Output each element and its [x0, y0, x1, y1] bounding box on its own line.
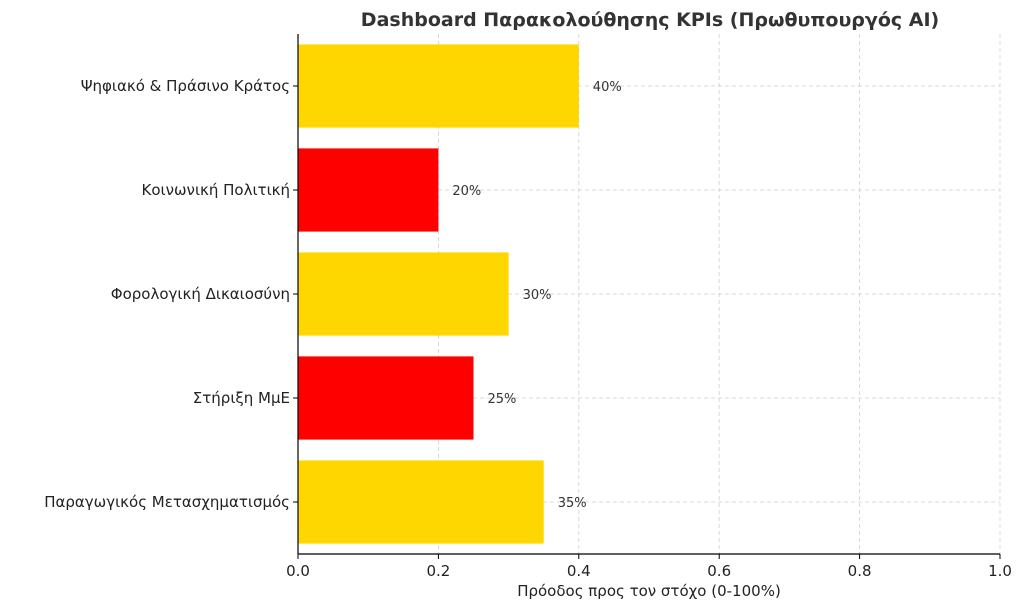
value-label: 40% [593, 80, 622, 95]
x-tick-label: 1.0 [988, 562, 1012, 580]
value-label: 35% [558, 496, 587, 511]
x-tick-labels: 0.0 0.2 0.4 0.6 0.8 1.0 [286, 85, 1012, 580]
value-labels: 40% 20% 30% 25% 35% [452, 80, 621, 511]
bar [298, 460, 544, 544]
x-tick-label: 0.6 [707, 562, 731, 580]
x-tick-label: 0.4 [567, 562, 591, 580]
value-label: 25% [488, 392, 517, 407]
bar [298, 252, 509, 336]
category-labels: Ψηφιακό & Πράσινο Κράτος Κοινωνική Πολιτι… [44, 77, 290, 511]
x-axis-label: Πρόοδος προς τον στόχο (0-100%) [517, 582, 781, 600]
bar [298, 148, 439, 232]
bars [298, 44, 579, 544]
value-label: 30% [523, 288, 552, 303]
category-label: Κοινωνική Πολιτική [142, 181, 290, 199]
x-tick-label: 0.8 [848, 562, 872, 580]
bar [298, 356, 474, 440]
category-label: Φορολογική Δικαιοσύνη [111, 285, 290, 303]
value-label: 20% [452, 184, 481, 199]
grid-lines [298, 34, 1001, 554]
category-label: Ψηφιακό & Πράσινο Κράτος [81, 77, 290, 95]
x-tick-label: 0.0 [286, 562, 310, 580]
category-label: Στήριξη ΜμΕ [193, 389, 290, 407]
bar [298, 44, 579, 128]
chart-title: Dashboard Παρακολούθησης KPIs (Πρωθυπουρ… [361, 9, 939, 31]
x-tick-label: 0.2 [426, 562, 450, 580]
category-label: Παραγωγικός Μετασχηματισμός [44, 493, 290, 511]
